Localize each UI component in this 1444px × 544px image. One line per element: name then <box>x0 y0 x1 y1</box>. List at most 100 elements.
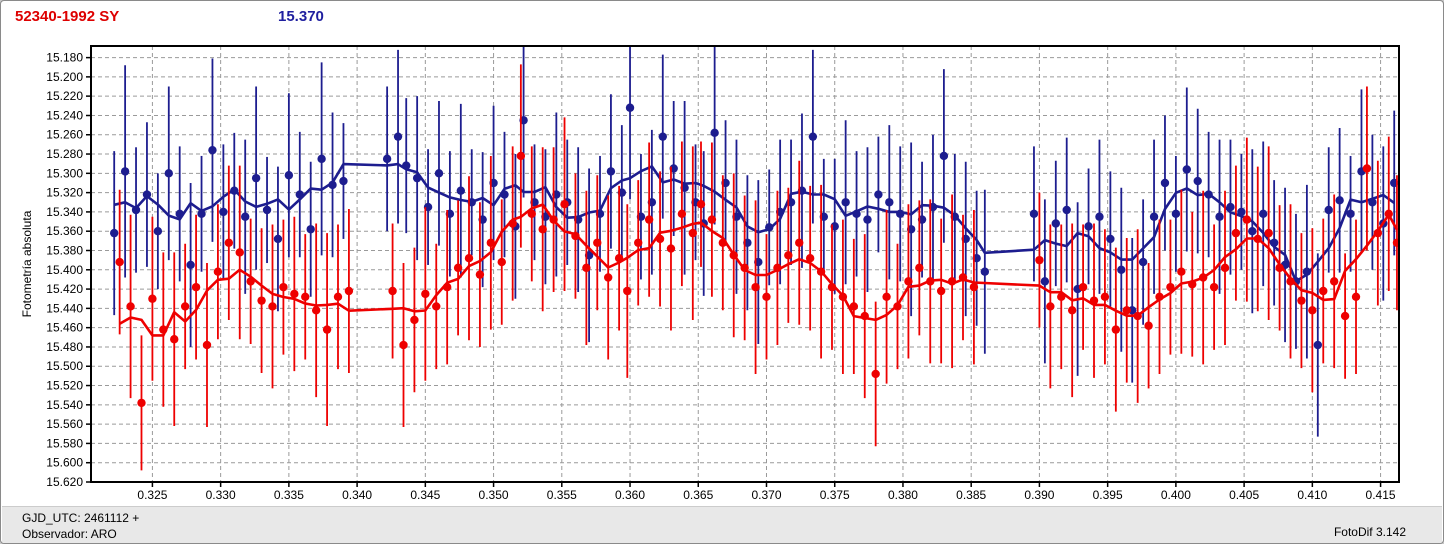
observer-label: Observador: ARO <box>22 527 117 541</box>
data-point <box>1275 263 1284 273</box>
x-tick-label: 0.335 <box>274 488 304 502</box>
data-point <box>1122 306 1131 315</box>
data-point <box>658 132 667 141</box>
y-tick-label: 15.580 <box>46 436 83 450</box>
data-point <box>290 289 299 299</box>
data-point <box>137 398 146 408</box>
data-point <box>882 292 891 301</box>
x-tick-label: 0.410 <box>1297 488 1327 502</box>
data-point <box>980 267 990 276</box>
data-point <box>606 167 616 176</box>
data-point <box>1253 234 1262 244</box>
data-point <box>718 238 728 247</box>
data-point <box>1111 325 1121 334</box>
data-point <box>795 238 804 247</box>
data-point <box>219 207 228 217</box>
data-point <box>399 340 408 350</box>
data-point <box>1040 277 1050 286</box>
data-point <box>1078 282 1088 292</box>
data-point <box>1029 209 1039 219</box>
data-point <box>516 151 526 161</box>
y-tick-label: 15.600 <box>46 456 83 470</box>
data-point <box>904 277 913 286</box>
data-point <box>644 215 654 224</box>
x-tick-label: 0.325 <box>137 488 167 502</box>
data-point <box>1242 215 1252 224</box>
data-point <box>1177 267 1186 276</box>
data-point <box>500 190 509 199</box>
data-point <box>432 302 441 311</box>
data-point <box>508 219 517 228</box>
x-tick-label: 0.405 <box>1229 488 1259 502</box>
y-tick-label: 15.360 <box>46 224 83 238</box>
target-designation: 52340-1992 SY <box>15 8 120 25</box>
y-tick-label: 15.260 <box>46 128 83 142</box>
data-point <box>560 199 569 209</box>
data-point <box>593 238 602 247</box>
data-point <box>1237 207 1246 217</box>
data-point <box>773 263 782 273</box>
data-point <box>1319 286 1328 296</box>
data-point <box>838 292 848 301</box>
data-point <box>109 228 119 238</box>
data-point <box>939 151 949 161</box>
data-point <box>623 286 632 296</box>
data-point <box>710 128 719 138</box>
data-point <box>382 154 392 164</box>
data-point <box>1100 292 1110 301</box>
data-point <box>936 286 946 296</box>
data-point <box>186 260 195 270</box>
data-point <box>175 209 184 219</box>
data-point <box>762 292 771 301</box>
x-tick-label: 0.370 <box>751 488 781 502</box>
data-point <box>915 263 924 273</box>
data-point <box>1160 178 1170 188</box>
data-point <box>784 251 793 260</box>
data-point <box>1340 311 1350 321</box>
data-point <box>1362 164 1372 173</box>
data-point <box>1264 228 1273 238</box>
data-point <box>497 257 506 267</box>
data-point <box>317 154 326 164</box>
y-tick-label: 15.520 <box>46 379 83 393</box>
data-point <box>246 277 255 286</box>
y-tick-label: 15.200 <box>46 70 83 84</box>
data-point <box>926 277 935 286</box>
y-tick-label: 15.340 <box>46 205 83 219</box>
data-point <box>896 209 905 219</box>
data-point <box>1144 321 1153 330</box>
y-axis-title: Fotometría absoluta <box>20 210 34 317</box>
data-point <box>871 369 880 379</box>
app-version-label: FotoDif 3.142 <box>1333 525 1406 539</box>
y-tick-label: 15.180 <box>46 51 83 65</box>
data-point <box>262 205 272 215</box>
data-point <box>1193 176 1202 186</box>
data-point <box>1106 234 1115 244</box>
data-point <box>1067 306 1077 315</box>
data-point <box>1335 196 1344 205</box>
data-point <box>860 311 869 321</box>
data-point <box>164 169 173 178</box>
data-point <box>1198 273 1208 282</box>
data-point <box>301 292 310 301</box>
data-point <box>1062 205 1071 215</box>
data-point <box>148 294 157 303</box>
data-point <box>1302 267 1312 276</box>
data-point <box>765 223 774 232</box>
data-point <box>486 238 496 247</box>
data-point <box>805 254 815 263</box>
data-point <box>1035 255 1044 265</box>
data-point <box>1329 277 1339 286</box>
data-point <box>1346 209 1355 219</box>
data-point <box>153 227 163 236</box>
x-tick-label: 0.375 <box>820 488 850 502</box>
data-point <box>827 282 837 292</box>
data-point <box>1209 282 1219 292</box>
data-point <box>230 186 239 195</box>
data-point <box>1138 257 1148 267</box>
data-point <box>1308 306 1317 315</box>
data-point <box>1297 296 1306 305</box>
data-point <box>751 282 760 292</box>
data-point <box>464 254 474 263</box>
